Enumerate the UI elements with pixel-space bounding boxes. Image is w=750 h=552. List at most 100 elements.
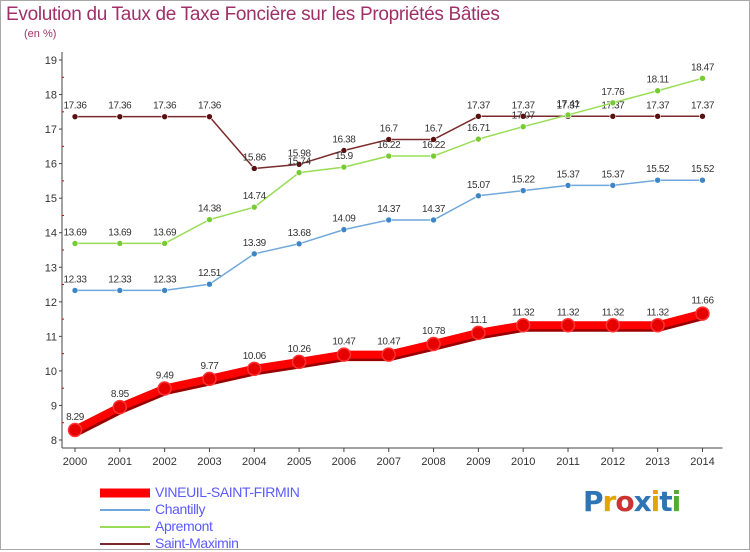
data-point-apremont xyxy=(161,240,168,247)
y-tick-label: 15 xyxy=(45,193,57,205)
data-point-vineuil-saint-firmin xyxy=(650,318,665,333)
data-point-chantilly xyxy=(250,250,258,258)
data-point-apremont xyxy=(475,135,482,143)
legend-label: Chantilly xyxy=(155,501,206,517)
data-point-apremont xyxy=(71,240,79,247)
y-tick-label: 11 xyxy=(46,331,57,343)
data-point-chantilly xyxy=(206,280,213,288)
data-label-vineuil-saint-firmin: 10.47 xyxy=(377,337,401,348)
data-label-apremont: 14.74 xyxy=(243,191,267,202)
legend-swatch xyxy=(100,488,150,497)
y-tick-label: 8 xyxy=(51,435,57,447)
data-label-apremont: 16.22 xyxy=(422,140,446,151)
data-label-chantilly: 15.37 xyxy=(601,169,625,180)
data-label-saint-maximin: 16.7 xyxy=(380,123,399,134)
data-label-vineuil-saint-firmin: 9.49 xyxy=(156,371,175,382)
data-label-saint-maximin: 16.38 xyxy=(332,135,356,146)
x-tick-label: 2013 xyxy=(645,456,669,468)
data-point-apremont xyxy=(116,240,124,247)
x-tick-label: 2012 xyxy=(601,456,625,468)
data-point-chantilly xyxy=(430,216,437,224)
data-point-saint-maximin xyxy=(295,161,303,168)
data-label-saint-maximin: 16.7 xyxy=(425,123,444,134)
x-tick-label: 2011 xyxy=(556,456,580,468)
data-label-apremont: 13.69 xyxy=(63,227,87,238)
data-point-chantilly xyxy=(564,182,572,189)
data-label-chantilly: 15.37 xyxy=(557,169,581,180)
data-point-apremont xyxy=(519,123,527,130)
data-point-vineuil-saint-firmin xyxy=(67,422,83,438)
x-tick-label: 2001 xyxy=(108,456,132,468)
data-label-chantilly: 15.07 xyxy=(467,180,491,191)
y-tick-label: 12 xyxy=(45,297,57,309)
data-label-vineuil-saint-firmin: 9.77 xyxy=(201,361,220,372)
data-label-chantilly: 14.37 xyxy=(422,204,446,215)
data-point-chantilly xyxy=(519,187,527,194)
legend-swatch xyxy=(100,508,150,511)
data-point-vineuil-saint-firmin xyxy=(247,361,262,377)
data-label-saint-maximin: 17.37 xyxy=(512,100,536,111)
data-label-vineuil-saint-firmin: 11.32 xyxy=(512,307,535,318)
data-label-apremont: 15.74 xyxy=(288,157,312,168)
y-tick-label: 13 xyxy=(45,262,57,274)
data-label-chantilly: 12.33 xyxy=(153,274,177,285)
data-point-saint-maximin xyxy=(385,136,393,143)
logo-letter: i xyxy=(671,485,682,518)
data-label-chantilly: 15.52 xyxy=(691,164,715,175)
logo-letter: P xyxy=(583,485,604,518)
data-label-vineuil-saint-firmin: 11.1 xyxy=(470,315,488,326)
data-point-vineuil-saint-firmin xyxy=(560,318,576,333)
data-label-chantilly: 12.33 xyxy=(108,274,132,285)
data-label-chantilly: 13.68 xyxy=(288,228,312,239)
data-label-apremont: 16.22 xyxy=(377,140,401,151)
data-point-apremont xyxy=(564,111,572,119)
chart-title: Evolution du Taux de Taxe Foncière sur l… xyxy=(6,4,500,25)
y-tick-label: 9 xyxy=(51,400,57,412)
data-point-chantilly xyxy=(654,176,661,184)
data-point-saint-maximin xyxy=(340,147,348,154)
logo-letter: o xyxy=(615,485,634,518)
data-point-vineuil-saint-firmin xyxy=(695,306,710,321)
data-label-chantilly: 14.09 xyxy=(332,214,356,225)
x-tick-label: 2008 xyxy=(421,456,445,468)
legend-label: Apremont xyxy=(155,518,213,534)
data-label-chantilly: 15.22 xyxy=(512,175,536,186)
logo-letter: t xyxy=(659,485,672,518)
data-point-vineuil-saint-firmin xyxy=(202,371,217,387)
data-point-chantilly xyxy=(609,182,617,189)
data-point-chantilly xyxy=(340,226,348,233)
data-label-saint-maximin: 17.36 xyxy=(108,101,132,112)
data-label-apremont: 18.11 xyxy=(647,75,670,86)
data-point-apremont xyxy=(340,163,348,171)
data-label-vineuil-saint-firmin: 11.66 xyxy=(691,296,714,307)
data-point-saint-maximin xyxy=(519,113,527,120)
legend-swatch xyxy=(100,525,150,528)
data-label-vineuil-saint-firmin: 11.32 xyxy=(602,307,625,318)
data-point-apremont xyxy=(654,87,661,95)
logo-letter: r xyxy=(602,485,617,518)
data-label-saint-maximin: 17.37 xyxy=(557,100,581,111)
data-label-saint-maximin: 17.36 xyxy=(198,101,222,112)
data-point-vineuil-saint-firmin xyxy=(336,347,352,362)
data-point-apremont xyxy=(609,99,617,107)
data-point-apremont xyxy=(250,203,258,211)
data-point-chantilly xyxy=(71,287,79,294)
data-label-chantilly: 12.51 xyxy=(198,268,222,279)
y-tick-label: 14 xyxy=(45,228,57,240)
logo-letter: i xyxy=(650,485,661,518)
data-label-vineuil-saint-firmin: 10.26 xyxy=(288,344,312,355)
data-label-saint-maximin: 17.36 xyxy=(153,101,177,112)
y-tick-label: 18 xyxy=(45,90,57,102)
legend-label: Saint-Maximin xyxy=(155,535,239,551)
data-point-saint-maximin xyxy=(161,113,168,120)
data-point-vineuil-saint-firmin xyxy=(515,318,531,333)
y-tick-label: 10 xyxy=(45,366,57,378)
data-label-apremont: 18.47 xyxy=(691,62,715,73)
data-label-chantilly: 12.33 xyxy=(63,274,87,285)
data-point-apremont xyxy=(206,216,213,223)
y-tick-label: 19 xyxy=(45,55,57,67)
data-label-vineuil-saint-firmin: 11.32 xyxy=(647,307,670,318)
data-label-apremont: 13.69 xyxy=(108,227,132,238)
